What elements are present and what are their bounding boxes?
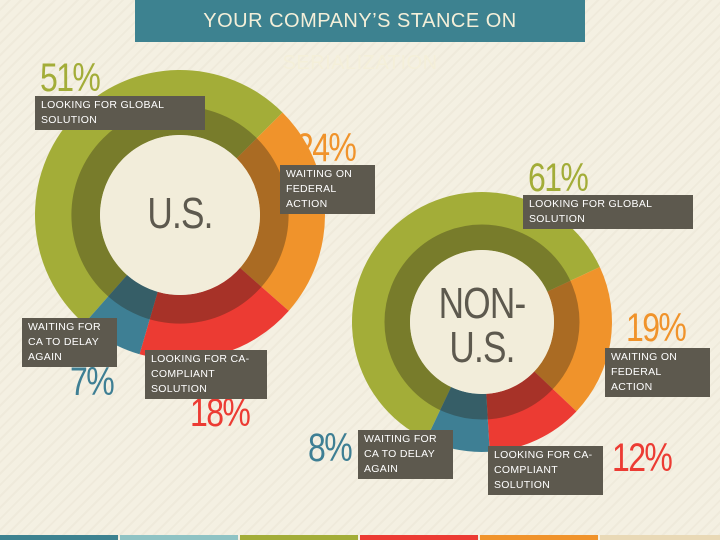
- value-label: 7%: [70, 360, 115, 404]
- category-label: WAITING FOR CA TO DELAY AGAIN: [22, 318, 117, 367]
- donut-segment: [139, 267, 289, 360]
- value-label: 8%: [308, 426, 353, 470]
- strip: [600, 535, 720, 540]
- category-label: LOOKING FOR CA-COMPLIANT SOLUTION: [488, 446, 603, 495]
- value-label: 18%: [190, 391, 251, 435]
- strip: [240, 535, 358, 540]
- category-label: WAITING FOR CA TO DELAY AGAIN: [358, 430, 453, 479]
- value-label: 51%: [40, 56, 101, 100]
- strip: [0, 535, 118, 540]
- center-label: NON-U.S.: [438, 279, 527, 372]
- category-label: LOOKING FOR CA-COMPLIANT SOLUTION: [145, 350, 267, 399]
- donut-segment: [486, 371, 577, 452]
- value-label: 24%: [296, 126, 357, 170]
- inner-ring: [384, 224, 580, 420]
- strip: [120, 535, 238, 540]
- strip: [360, 535, 478, 540]
- donut-segment: [534, 267, 612, 412]
- value-label: 12%: [612, 436, 673, 480]
- center-disc: [410, 250, 554, 394]
- donut-segment: [34, 69, 283, 324]
- value-label: 61%: [528, 156, 589, 200]
- category-label: WAITING ON FEDERAL ACTION: [605, 348, 710, 397]
- center-disc: [100, 135, 260, 295]
- value-label: 19%: [626, 306, 687, 350]
- strip: [480, 535, 598, 540]
- donut-segment: [351, 191, 600, 440]
- category-label: LOOKING FOR GLOBAL SOLUTION: [35, 96, 205, 130]
- category-label: LOOKING FOR GLOBAL SOLUTION: [523, 195, 693, 229]
- center-label: U.S.: [147, 189, 213, 238]
- category-label: WAITING ON FEDERAL ACTION: [280, 165, 375, 214]
- title: YOUR COMPANY’S STANCE ON SERIALIZATION: [135, 0, 585, 74]
